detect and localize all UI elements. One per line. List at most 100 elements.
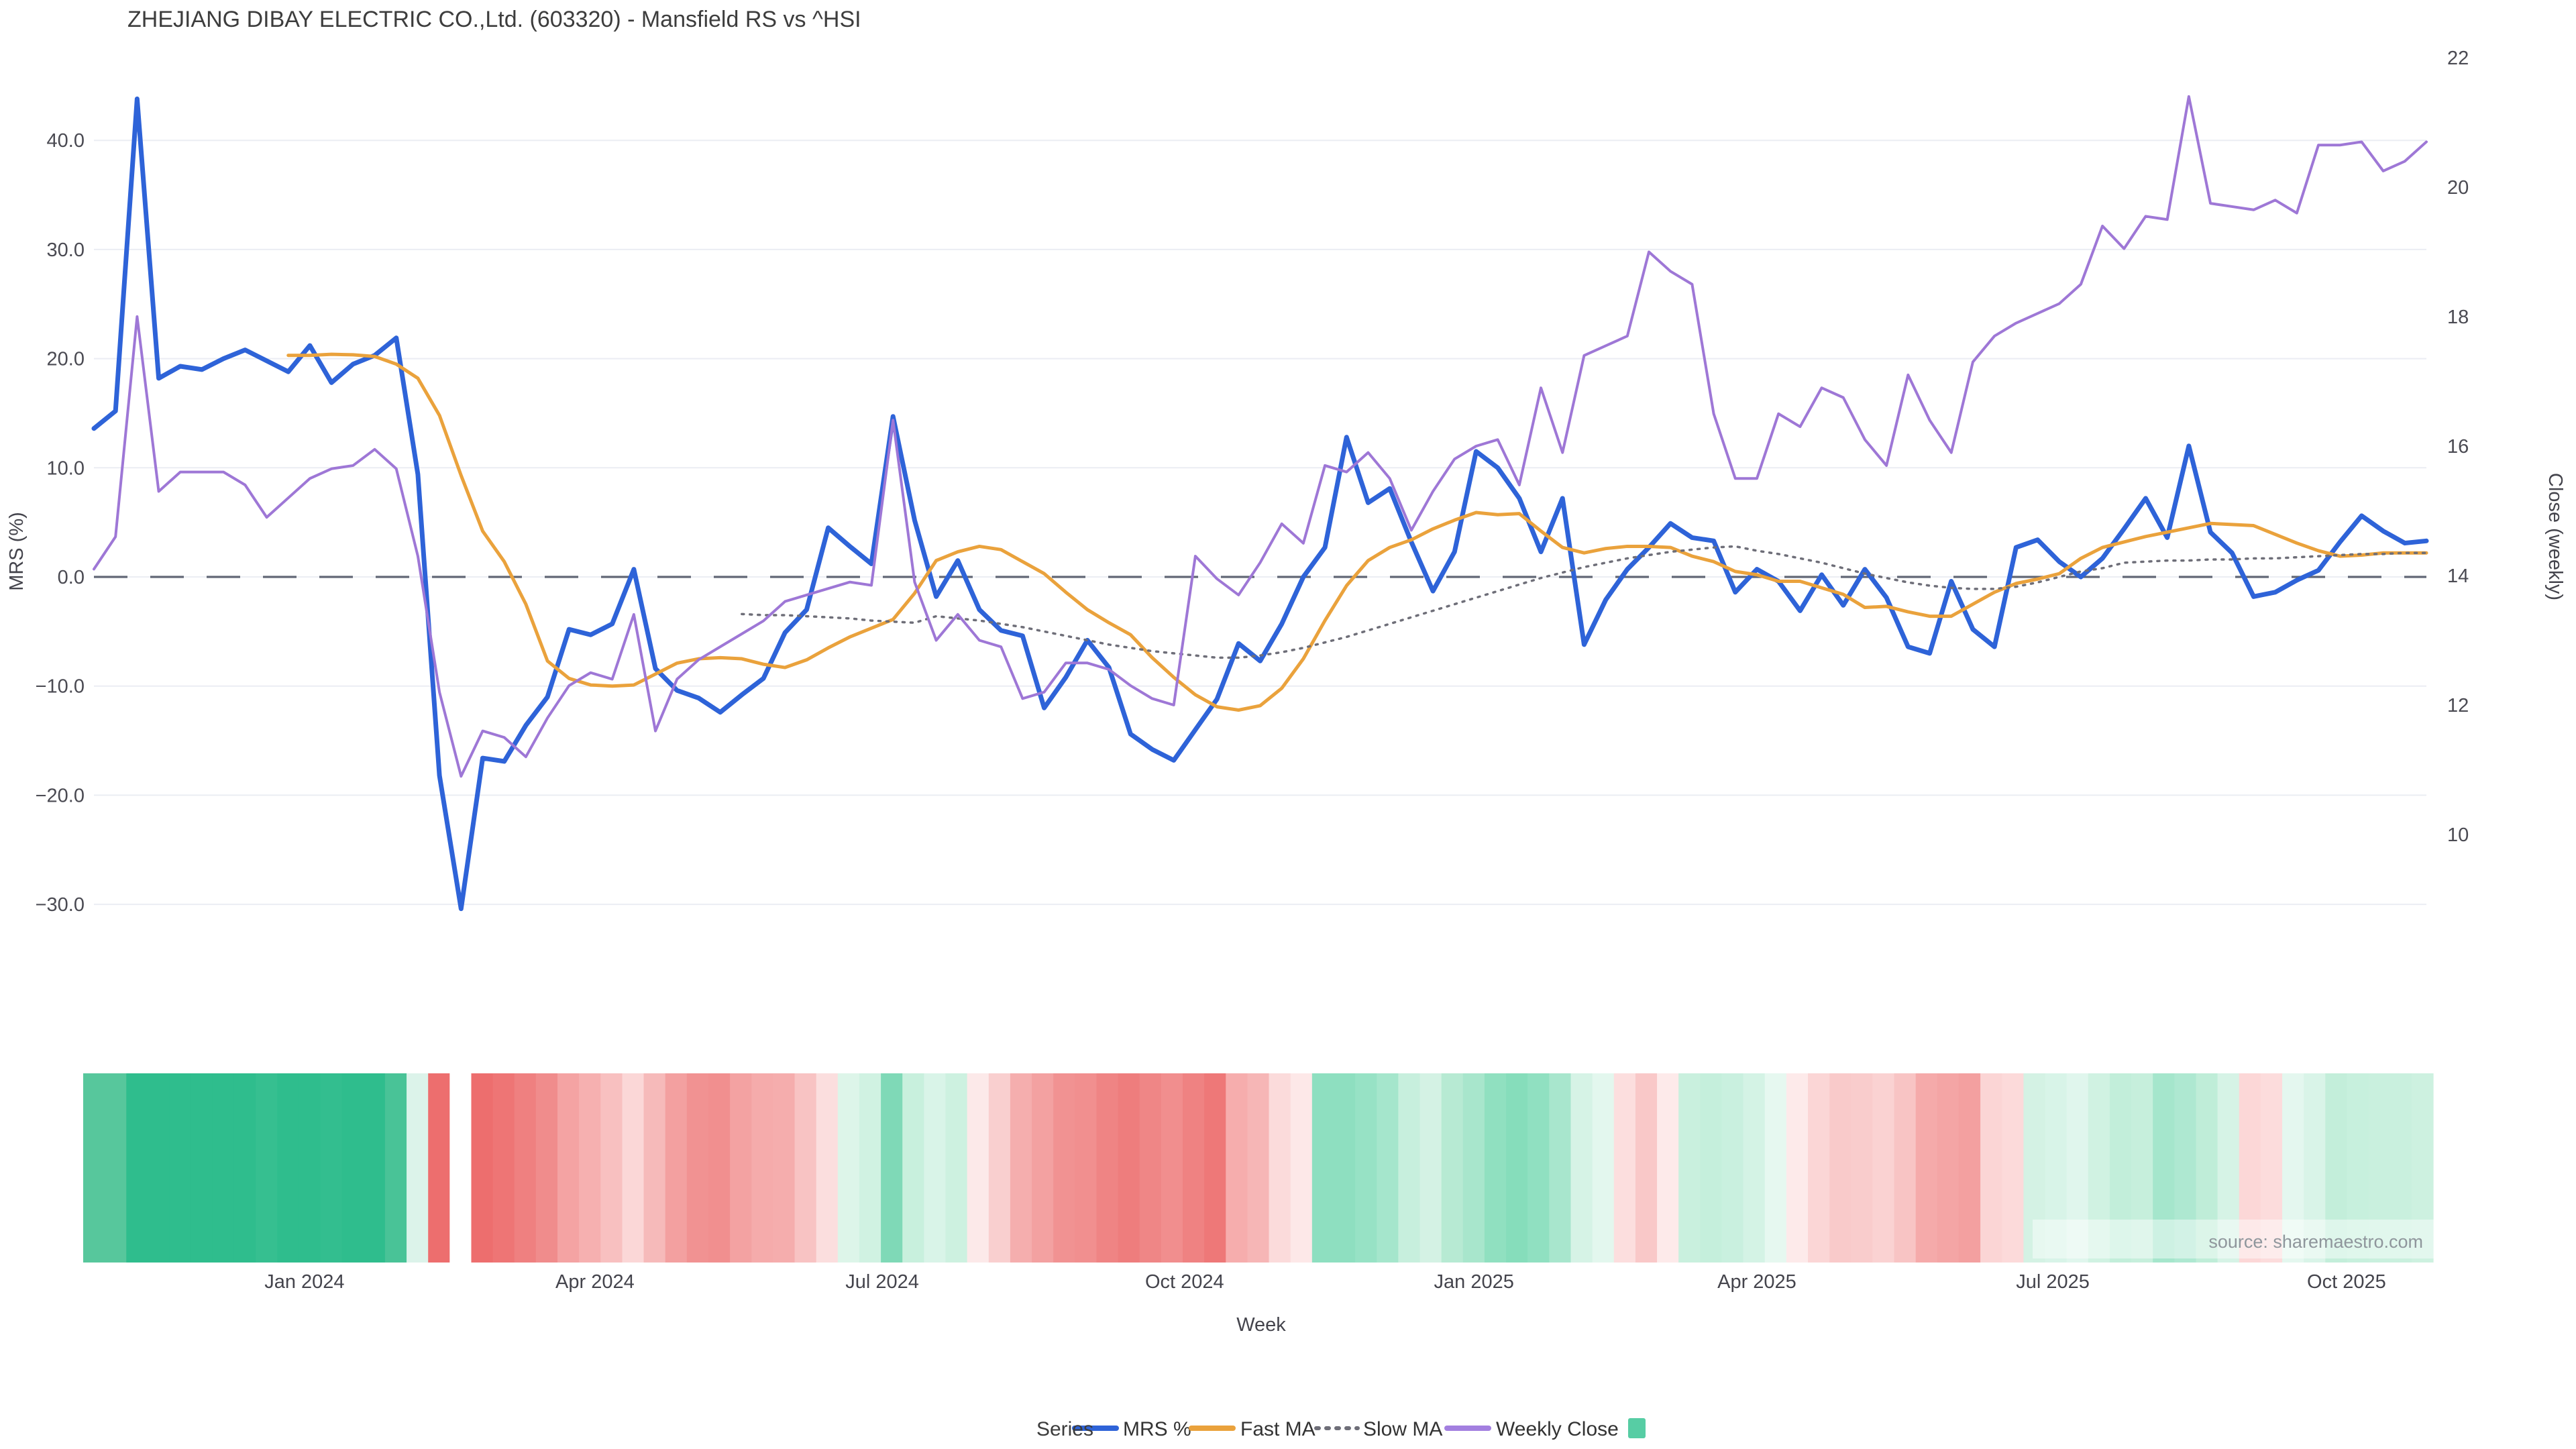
heatmap-cell[interactable] — [233, 1073, 256, 1263]
heatmap-cell[interactable] — [1484, 1073, 1507, 1263]
heatmap-cell[interactable] — [191, 1073, 213, 1263]
heatmap-cell[interactable] — [492, 1073, 515, 1263]
heatmap-cell[interactable] — [600, 1073, 623, 1263]
series-line-fast-ma[interactable] — [286, 352, 2428, 712]
heatmap-cell[interactable] — [1311, 1073, 1334, 1263]
heatmap-cell[interactable] — [1527, 1073, 1550, 1263]
heatmap-cell[interactable] — [2260, 1073, 2283, 1263]
heatmap-cell[interactable] — [1549, 1073, 1572, 1263]
heatmap-cell[interactable] — [363, 1073, 386, 1263]
heatmap-cell[interactable] — [1764, 1073, 1787, 1263]
heatmap-cell[interactable] — [1700, 1073, 1723, 1263]
heatmap-cell[interactable] — [1657, 1073, 1679, 1263]
heatmap-cell[interactable] — [1980, 1073, 2002, 1263]
heatmap-cell[interactable] — [2131, 1073, 2153, 1263]
heatmap-cell[interactable] — [1937, 1073, 1960, 1263]
heatmap-cell[interactable] — [148, 1073, 170, 1263]
series-line-mrs[interactable] — [91, 96, 2429, 912]
heatmap-cell[interactable] — [945, 1073, 968, 1263]
heatmap-cell[interactable] — [1462, 1073, 1485, 1263]
heatmap-cell[interactable] — [1851, 1073, 1874, 1263]
heatmap-cell[interactable] — [1786, 1073, 1809, 1263]
heatmap-cell[interactable] — [2196, 1073, 2218, 1263]
heatmap-cell[interactable] — [1290, 1073, 1313, 1263]
legend-label-mrs-[interactable]: MRS % — [1123, 1418, 1191, 1440]
heatmap-cell[interactable] — [773, 1073, 796, 1263]
heatmap-cell[interactable] — [1139, 1073, 1162, 1263]
heatmap-cell[interactable] — [1506, 1073, 1528, 1263]
heatmap-cell[interactable] — [2217, 1073, 2240, 1263]
heatmap-cell[interactable] — [299, 1073, 321, 1263]
heatmap-cell[interactable] — [730, 1073, 752, 1263]
heatmap-cell[interactable] — [407, 1073, 429, 1263]
heatmap-cell[interactable] — [1161, 1073, 1183, 1263]
heatmap-cell[interactable] — [967, 1073, 989, 1263]
heatmap-cell[interactable] — [1958, 1073, 1981, 1263]
heatmap-cell[interactable] — [341, 1073, 364, 1263]
heatmap-cell[interactable] — [1721, 1073, 1744, 1263]
heatmap-cell[interactable] — [988, 1073, 1011, 1263]
heatmap-cell[interactable] — [1096, 1073, 1119, 1263]
heatmap-cell[interactable] — [708, 1073, 731, 1263]
series-line-slow-ma[interactable] — [741, 545, 2428, 659]
heatmap-cell[interactable] — [794, 1073, 817, 1263]
heatmap-cell[interactable] — [2174, 1073, 2197, 1263]
heatmap-cell[interactable] — [1808, 1073, 1830, 1263]
heatmap-cell[interactable] — [449, 1073, 472, 1263]
heatmap-cell[interactable] — [212, 1073, 235, 1263]
heatmap-cell[interactable] — [2239, 1073, 2261, 1263]
heatmap-cell[interactable] — [1635, 1073, 1658, 1263]
heatmap-cell[interactable] — [471, 1073, 494, 1263]
heatmap-cell[interactable] — [1570, 1073, 1593, 1263]
heatmap-cell[interactable] — [1419, 1073, 1442, 1263]
heatmap-cell[interactable] — [535, 1073, 558, 1263]
legend-square-marker[interactable] — [1628, 1418, 1646, 1438]
heatmap-cell[interactable] — [1915, 1073, 1938, 1263]
heatmap-cell[interactable] — [924, 1073, 947, 1263]
heatmap-cell[interactable] — [1613, 1073, 1636, 1263]
series-line-weekly-close[interactable] — [93, 95, 2428, 778]
heatmap-cell[interactable] — [384, 1073, 407, 1263]
heatmap-cell[interactable] — [2045, 1073, 2068, 1263]
heatmap-cell[interactable] — [622, 1073, 645, 1263]
heatmap-cell[interactable] — [105, 1073, 127, 1263]
heatmap-cell[interactable] — [320, 1073, 343, 1263]
heatmap-cell[interactable] — [2390, 1073, 2412, 1263]
heatmap-cell[interactable] — [2304, 1073, 2326, 1263]
heatmap-cell[interactable] — [277, 1073, 299, 1263]
heatmap-cell[interactable] — [1872, 1073, 1895, 1263]
heatmap-cell[interactable] — [2109, 1073, 2132, 1263]
heatmap-cell[interactable] — [1269, 1073, 1291, 1263]
heatmap-cell[interactable] — [1894, 1073, 1917, 1263]
heatmap-cell[interactable] — [1333, 1073, 1356, 1263]
heatmap-cell[interactable] — [514, 1073, 537, 1263]
heatmap-cell[interactable] — [2066, 1073, 2089, 1263]
heatmap-cell[interactable] — [665, 1073, 688, 1263]
heatmap-cell[interactable] — [816, 1073, 839, 1263]
heatmap-cell[interactable] — [1226, 1073, 1248, 1263]
heatmap-cell[interactable] — [1678, 1073, 1701, 1263]
heatmap-cell[interactable] — [2023, 1073, 2046, 1263]
legend-label-slow-ma[interactable]: Slow MA — [1363, 1418, 1442, 1440]
legend-label-fast-ma[interactable]: Fast MA — [1240, 1418, 1316, 1440]
heatmap-cell[interactable] — [859, 1073, 881, 1263]
heatmap-cell[interactable] — [557, 1073, 580, 1263]
heatmap-cell[interactable] — [2347, 1073, 2369, 1263]
heatmap-cell[interactable] — [1592, 1073, 1615, 1263]
heatmap-cell[interactable] — [1398, 1073, 1421, 1263]
heatmap-cell[interactable] — [1118, 1073, 1140, 1263]
heatmap-cell[interactable] — [837, 1073, 860, 1263]
heatmap-cell[interactable] — [1829, 1073, 1851, 1263]
heatmap-cell[interactable] — [881, 1073, 903, 1263]
heatmap-cell[interactable] — [751, 1073, 774, 1263]
heatmap-cell[interactable] — [643, 1073, 666, 1263]
heatmap-cell[interactable] — [169, 1073, 192, 1263]
heatmap-cell[interactable] — [1053, 1073, 1075, 1263]
heatmap-cell[interactable] — [1743, 1073, 1766, 1263]
heatmap-cell[interactable] — [2153, 1073, 2175, 1263]
heatmap-cell[interactable] — [1032, 1073, 1054, 1263]
heatmap-cell[interactable] — [1247, 1073, 1270, 1263]
heatmap-cell[interactable] — [2088, 1073, 2110, 1263]
heatmap-cell[interactable] — [686, 1073, 709, 1263]
heatmap-cell[interactable] — [2411, 1073, 2434, 1263]
